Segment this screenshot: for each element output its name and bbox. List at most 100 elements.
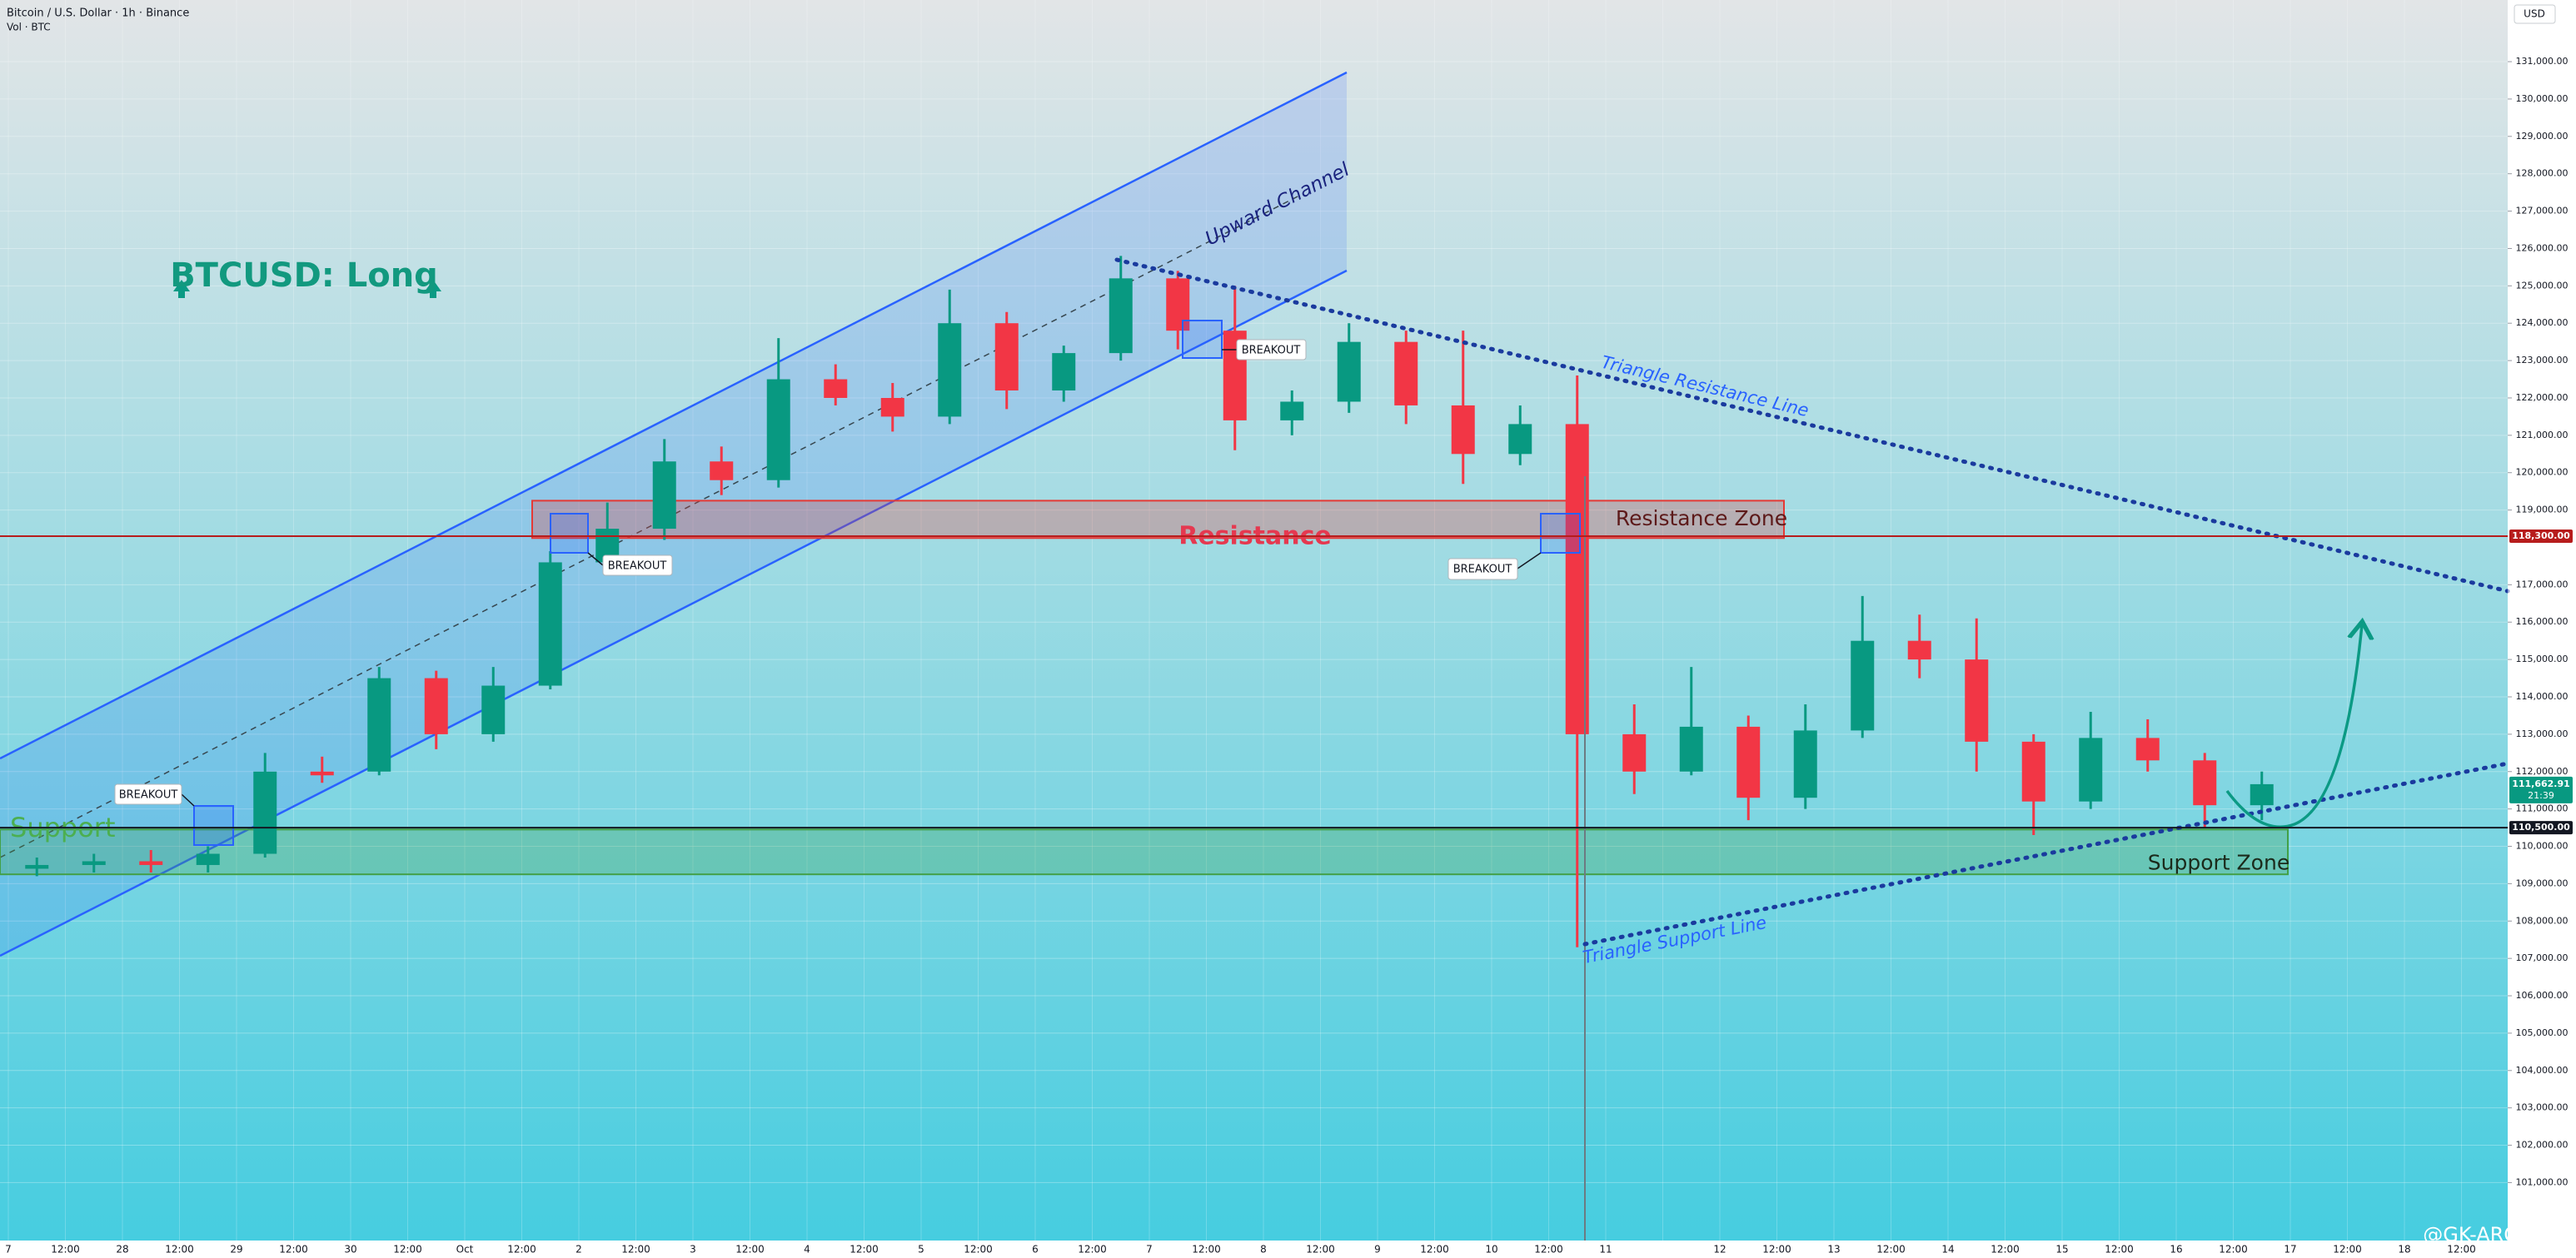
candle-body — [1736, 726, 1761, 798]
x-tick-label: 12:00 — [1306, 1244, 1335, 1256]
candle-body — [880, 397, 904, 417]
y-tick-label: 128,000.00 — [2516, 168, 2569, 179]
last-price-label: 111,662.91 — [2512, 778, 2570, 789]
y-tick-label: 114,000.00 — [2516, 691, 2569, 702]
breakout-label: BREAKOUT — [1242, 345, 1301, 357]
zone-label: Resistance Zone — [1616, 506, 1787, 530]
zone-label: Support Zone — [2148, 850, 2290, 874]
candle-body — [424, 678, 448, 734]
y-tick-label: 109,000.00 — [2516, 878, 2569, 888]
x-tick-label: 4 — [804, 1244, 810, 1256]
candle-body — [196, 853, 220, 865]
candle-body — [994, 323, 1019, 390]
breakout-box — [550, 513, 589, 554]
breakout-box — [193, 805, 234, 846]
last-price-tag — [2509, 776, 2573, 803]
price-tag-label: 118,300.00 — [2512, 530, 2570, 541]
x-tick-label: 29 — [230, 1244, 242, 1256]
x-tick-label: 9 — [1374, 1244, 1381, 1256]
x-tick-label: 28 — [116, 1244, 128, 1256]
breakout-label: BREAKOUT — [119, 789, 178, 802]
y-tick-label: 115,000.00 — [2516, 654, 2569, 664]
x-tick-label: 17 — [2284, 1244, 2296, 1256]
candle-body — [1851, 640, 1875, 731]
currency-button[interactable] — [2514, 4, 2556, 24]
x-tick-label: 11 — [1599, 1244, 1612, 1256]
y-axis-area — [2508, 0, 2576, 1258]
x-tick-label: 12:00 — [621, 1244, 650, 1256]
candle-body — [1793, 730, 1817, 798]
candle-body — [1965, 659, 1989, 742]
breakout-label: BREAKOUT — [1453, 564, 1512, 576]
y-tick-label: 120,000.00 — [2516, 467, 2569, 478]
zone — [531, 500, 1785, 539]
candle-body — [1451, 405, 1475, 455]
y-tick-label: 123,000.00 — [2516, 355, 2569, 365]
x-tick-label: 2 — [575, 1244, 582, 1256]
x-tick-label: 14 — [1941, 1244, 1954, 1256]
y-tick-label: 110,000.00 — [2516, 841, 2569, 852]
candle-body — [82, 861, 106, 865]
symbol-title: Bitcoin / U.S. Dollar · 1h · Binance — [7, 7, 189, 20]
y-tick-label: 131,000.00 — [2516, 56, 2569, 67]
y-tick-label: 116,000.00 — [2516, 616, 2569, 627]
candle-body — [2021, 741, 2045, 802]
breakout-label-box — [114, 783, 182, 805]
axis-layer: 101,000.00 102,000.00 103,000.00 104,000.00… — [5, 56, 2573, 1256]
candle-body — [1679, 726, 1703, 772]
x-tick-label: 5 — [918, 1244, 924, 1256]
y-tick-label: 106,000.00 — [2516, 990, 2569, 1001]
breakout-label-box — [1447, 558, 1518, 580]
x-tick-label: 12:00 — [2447, 1244, 2476, 1256]
candle-body — [1337, 341, 1361, 402]
candle-body — [2135, 738, 2160, 761]
candle-body — [1280, 401, 1304, 420]
y-tick-label: 121,000.00 — [2516, 430, 2569, 440]
channel-lower — [0, 269, 1348, 957]
x-tick-label: 12:00 — [393, 1244, 422, 1256]
candle-body — [938, 323, 962, 417]
y-tick-label: 107,000.00 — [2516, 952, 2569, 963]
breakout-label: BREAKOUT — [608, 560, 667, 573]
x-tick-label: 6 — [1032, 1244, 1039, 1256]
y-tick-label: 126,000.00 — [2516, 242, 2569, 253]
candle-body — [1166, 278, 1190, 331]
x-tick-label: 13 — [1827, 1244, 1840, 1256]
volume-label: Vol · BTC — [7, 22, 51, 33]
x-tick-label: 12:00 — [2219, 1244, 2248, 1256]
x-tick-label: 12:00 — [1192, 1244, 1221, 1256]
x-tick-label: 7 — [1146, 1244, 1153, 1256]
idea-title: BTCUSD: Long — [170, 256, 438, 295]
breakout-connector — [587, 552, 604, 566]
x-axis-area — [0, 1241, 2508, 1258]
x-tick-label: 10 — [1485, 1244, 1497, 1256]
price-tag — [2509, 821, 2573, 835]
breakout-box — [1540, 513, 1581, 554]
y-tick-label: 125,000.00 — [2516, 280, 2569, 291]
breakout-connector — [1517, 552, 1542, 569]
y-tick-label: 119,000.00 — [2516, 505, 2569, 515]
y-tick-label: 124,000.00 — [2516, 317, 2569, 328]
y-tick-label: 122,000.00 — [2516, 392, 2569, 403]
x-tick-label: 12:00 — [1876, 1244, 1906, 1256]
candle-body — [2079, 738, 2103, 802]
y-tick-label: 102,000.00 — [2516, 1140, 2569, 1151]
projection-arrow — [2225, 624, 2362, 828]
x-tick-label: 12 — [1713, 1244, 1726, 1256]
x-tick-label: 7 — [5, 1244, 12, 1256]
y-tick-label: 117,000.00 — [2516, 579, 2569, 589]
candle-body — [25, 864, 49, 869]
breakout-label-box — [602, 554, 673, 576]
price-tag — [2509, 530, 2573, 544]
x-tick-label: 12:00 — [1762, 1244, 1791, 1256]
candle-body — [824, 379, 848, 398]
candle-body — [139, 861, 163, 865]
x-tick-label: 12:00 — [2333, 1244, 2362, 1256]
up-icon — [173, 280, 190, 298]
x-tick-label: 3 — [690, 1244, 696, 1256]
currency-label[interactable]: USD — [2524, 8, 2545, 20]
x-tick-label: 12:00 — [279, 1244, 308, 1256]
x-tick-label: 12:00 — [964, 1244, 993, 1256]
price-line-layer — [0, 535, 2508, 829]
